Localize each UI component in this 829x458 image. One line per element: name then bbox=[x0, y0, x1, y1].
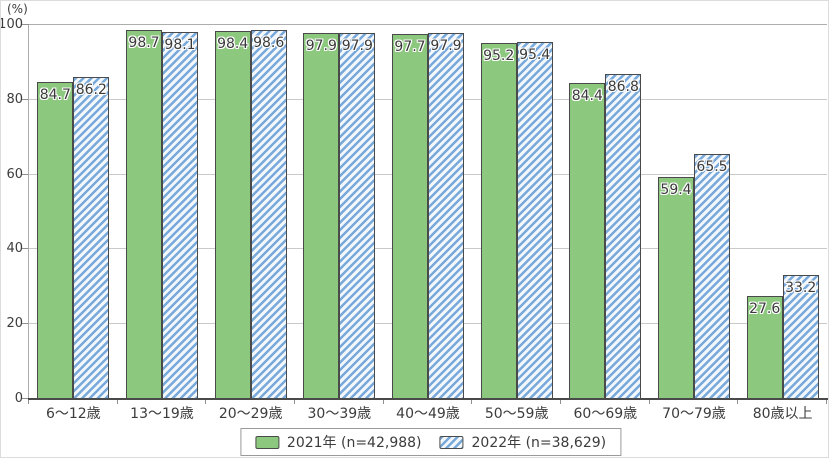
bar-2022年 bbox=[428, 32, 464, 399]
x-category-label: 6〜12歳 bbox=[45, 406, 101, 422]
legend-swatch-2022 bbox=[439, 435, 464, 449]
bar-value-label: 98.7 bbox=[128, 34, 160, 51]
bar-2021年 bbox=[746, 295, 783, 399]
y-axis-line bbox=[28, 25, 29, 399]
x-tick bbox=[471, 400, 473, 404]
bar-value-label: 97.9 bbox=[341, 37, 373, 54]
bar-value-label: 98.4 bbox=[217, 35, 249, 52]
bar-2021年 bbox=[126, 29, 162, 399]
bar-2022年 bbox=[605, 74, 642, 399]
x-category-label: 13〜19歳 bbox=[130, 406, 194, 422]
x-category-label: 40〜49歳 bbox=[396, 406, 460, 422]
gridline bbox=[29, 24, 827, 25]
bar-value-label: 97.7 bbox=[394, 38, 426, 55]
x-tick bbox=[826, 400, 827, 404]
bar-value-label: 84.7 bbox=[39, 87, 71, 104]
bar-value-label: 86.8 bbox=[607, 79, 639, 96]
x-tick bbox=[382, 400, 384, 404]
bar-value-label: 95.4 bbox=[519, 47, 551, 64]
x-category-label: 30〜39歳 bbox=[307, 406, 372, 422]
y-tick-label: 20 bbox=[6, 316, 23, 332]
bar-2021年 bbox=[569, 83, 606, 399]
x-category-label: 20〜29歳 bbox=[218, 406, 283, 422]
x-tick bbox=[648, 400, 650, 404]
x-tick bbox=[116, 400, 118, 404]
legend-item-2022: 2022年 (n=38,629) bbox=[439, 432, 607, 452]
y-tick-label: 40 bbox=[6, 241, 23, 257]
bar-2021年 bbox=[480, 42, 517, 399]
bar-2021年 bbox=[658, 176, 694, 399]
bar-value-label: 33.2 bbox=[785, 279, 817, 296]
bar-2022年 bbox=[162, 32, 198, 399]
bar-2022年 bbox=[516, 42, 553, 399]
bar-2022年 bbox=[250, 30, 287, 399]
bar-value-label: 98.1 bbox=[164, 37, 196, 54]
bar-2022年 bbox=[339, 32, 376, 399]
y-tick-label: 100 bbox=[0, 17, 23, 32]
y-tick-label: 0 bbox=[14, 391, 23, 406]
x-tick bbox=[560, 400, 561, 404]
y-tick bbox=[22, 323, 29, 325]
legend-label-2021: 2021年 (n=42,988) bbox=[286, 435, 422, 451]
bar-value-label: 27.6 bbox=[749, 300, 781, 317]
x-category-label: 80歳以上 bbox=[752, 406, 813, 422]
bar-value-label: 65.5 bbox=[696, 159, 728, 176]
bar-value-label: 97.9 bbox=[430, 37, 462, 54]
x-category-label: 70〜79歳 bbox=[662, 406, 726, 422]
legend-item-2021: 2021年 (n=42,988) bbox=[254, 432, 422, 452]
bar-2022年 bbox=[782, 274, 819, 399]
y-tick-label: 60 bbox=[6, 166, 23, 182]
legend-swatch-2021 bbox=[254, 435, 279, 449]
bar-value-label: 84.4 bbox=[571, 88, 603, 105]
legend-label-2022: 2022年 (n=38,629) bbox=[471, 435, 607, 451]
y-tick bbox=[22, 173, 29, 175]
bar-2021年 bbox=[214, 30, 251, 399]
bar-2021年 bbox=[303, 32, 340, 399]
x-tick bbox=[737, 400, 739, 404]
x-tick bbox=[205, 400, 207, 404]
x-tick bbox=[28, 400, 29, 404]
y-tick-label: 80 bbox=[6, 91, 23, 107]
bar-value-label: 86.2 bbox=[75, 81, 107, 98]
bar-2021年 bbox=[37, 82, 74, 399]
legend: 2021年 (n=42,988) 2022年 (n=38,629) bbox=[239, 428, 622, 456]
bar-value-label: 95.2 bbox=[483, 47, 515, 64]
y-tick bbox=[22, 24, 29, 25]
y-tick bbox=[22, 248, 29, 250]
bar-value-label: 97.9 bbox=[305, 37, 337, 54]
bar-2022年 bbox=[694, 154, 730, 399]
y-tick bbox=[22, 98, 29, 100]
x-category-label: 50〜59歳 bbox=[484, 406, 549, 422]
y-axis-unit-label: (%) bbox=[7, 2, 28, 16]
bar-2022年 bbox=[73, 76, 110, 399]
bar-2021年 bbox=[392, 33, 428, 399]
bar-value-label: 98.6 bbox=[253, 35, 285, 52]
x-tick bbox=[294, 400, 295, 404]
y-tick bbox=[22, 398, 29, 399]
x-axis-line bbox=[28, 398, 828, 400]
x-category-label: 60〜69歳 bbox=[573, 406, 638, 422]
bar-value-label: 59.4 bbox=[660, 181, 692, 198]
